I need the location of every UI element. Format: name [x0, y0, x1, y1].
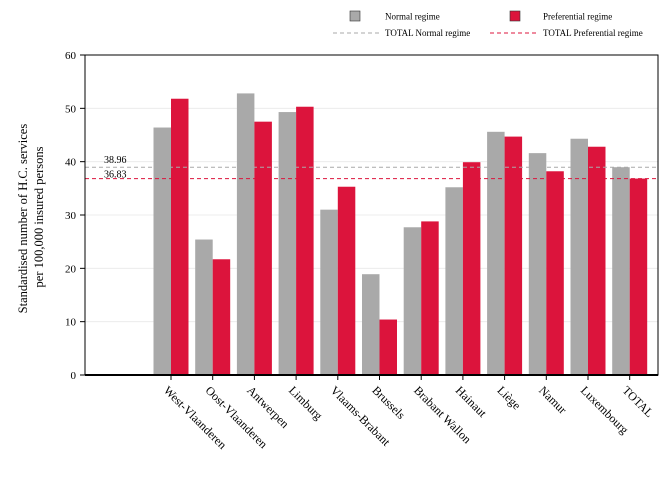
bar-preferential — [379, 319, 397, 375]
bar-normal — [445, 187, 463, 375]
bars — [153, 93, 648, 376]
bar-normal — [236, 93, 255, 376]
bar-preferential — [462, 162, 481, 375]
y-tick-label: 20 — [65, 263, 77, 275]
reference-lines: 38.96 36.83 — [85, 155, 658, 181]
bar-preferential — [421, 221, 439, 375]
legend: Normal regime Preferential regime TOTAL … — [333, 10, 643, 38]
bar-normal — [153, 127, 171, 376]
bar-preferential — [254, 121, 272, 376]
y-tick-label: 60 — [65, 50, 77, 62]
bar-normal — [320, 209, 338, 375]
y-axis-title-line-1: Standardised number of H.C. services — [16, 124, 30, 314]
y-tick-label: 50 — [65, 103, 77, 115]
bar-normal — [195, 239, 213, 375]
legend-label-preferential: Preferential regime — [543, 12, 612, 22]
bar-normal — [403, 227, 422, 375]
bar-preferential — [546, 171, 564, 375]
x-tick-label: Limburg — [286, 383, 325, 422]
legend-label-total-preferential: TOTAL Preferential regime — [543, 28, 643, 38]
bar-preferential — [504, 136, 523, 375]
bar-normal — [528, 153, 547, 375]
bar-preferential — [171, 98, 189, 375]
bar-normal — [612, 167, 630, 375]
bar-normal — [570, 138, 588, 375]
bar-normal — [362, 274, 380, 375]
legend-label-normal: Normal regime — [385, 12, 440, 22]
bar-normal — [278, 112, 297, 376]
bar-preferential — [629, 178, 648, 375]
x-tick-label: Liège — [494, 383, 523, 412]
y-axis-title: Standardised number of H.C. services per… — [16, 121, 46, 314]
bar-preferential — [212, 259, 231, 375]
bar-preferential — [337, 186, 356, 375]
x-tick-label: Namur — [536, 383, 569, 416]
legend-swatch-preferential — [509, 10, 521, 22]
legend-label-total-normal: TOTAL Normal regime — [385, 28, 470, 38]
y-tick-label: 40 — [65, 157, 77, 169]
legend-swatch-normal — [349, 10, 361, 22]
y-axis-title-line-2: per 100,000 insured persons — [32, 146, 46, 287]
bar-preferential — [296, 106, 314, 375]
x-tick-label: Hainaut — [453, 383, 490, 420]
x-tick-label: TOTAL — [620, 383, 657, 420]
y-tick-label: 10 — [65, 317, 77, 329]
reference-label: 38.96 — [104, 155, 127, 166]
y-tick-label: 30 — [65, 210, 77, 222]
reference-label: 36.83 — [104, 170, 127, 181]
x-tick-label: Brussels — [369, 383, 408, 422]
bar-normal — [487, 131, 505, 375]
y-tick-label: 0 — [71, 370, 77, 382]
bar-preferential — [588, 146, 606, 375]
